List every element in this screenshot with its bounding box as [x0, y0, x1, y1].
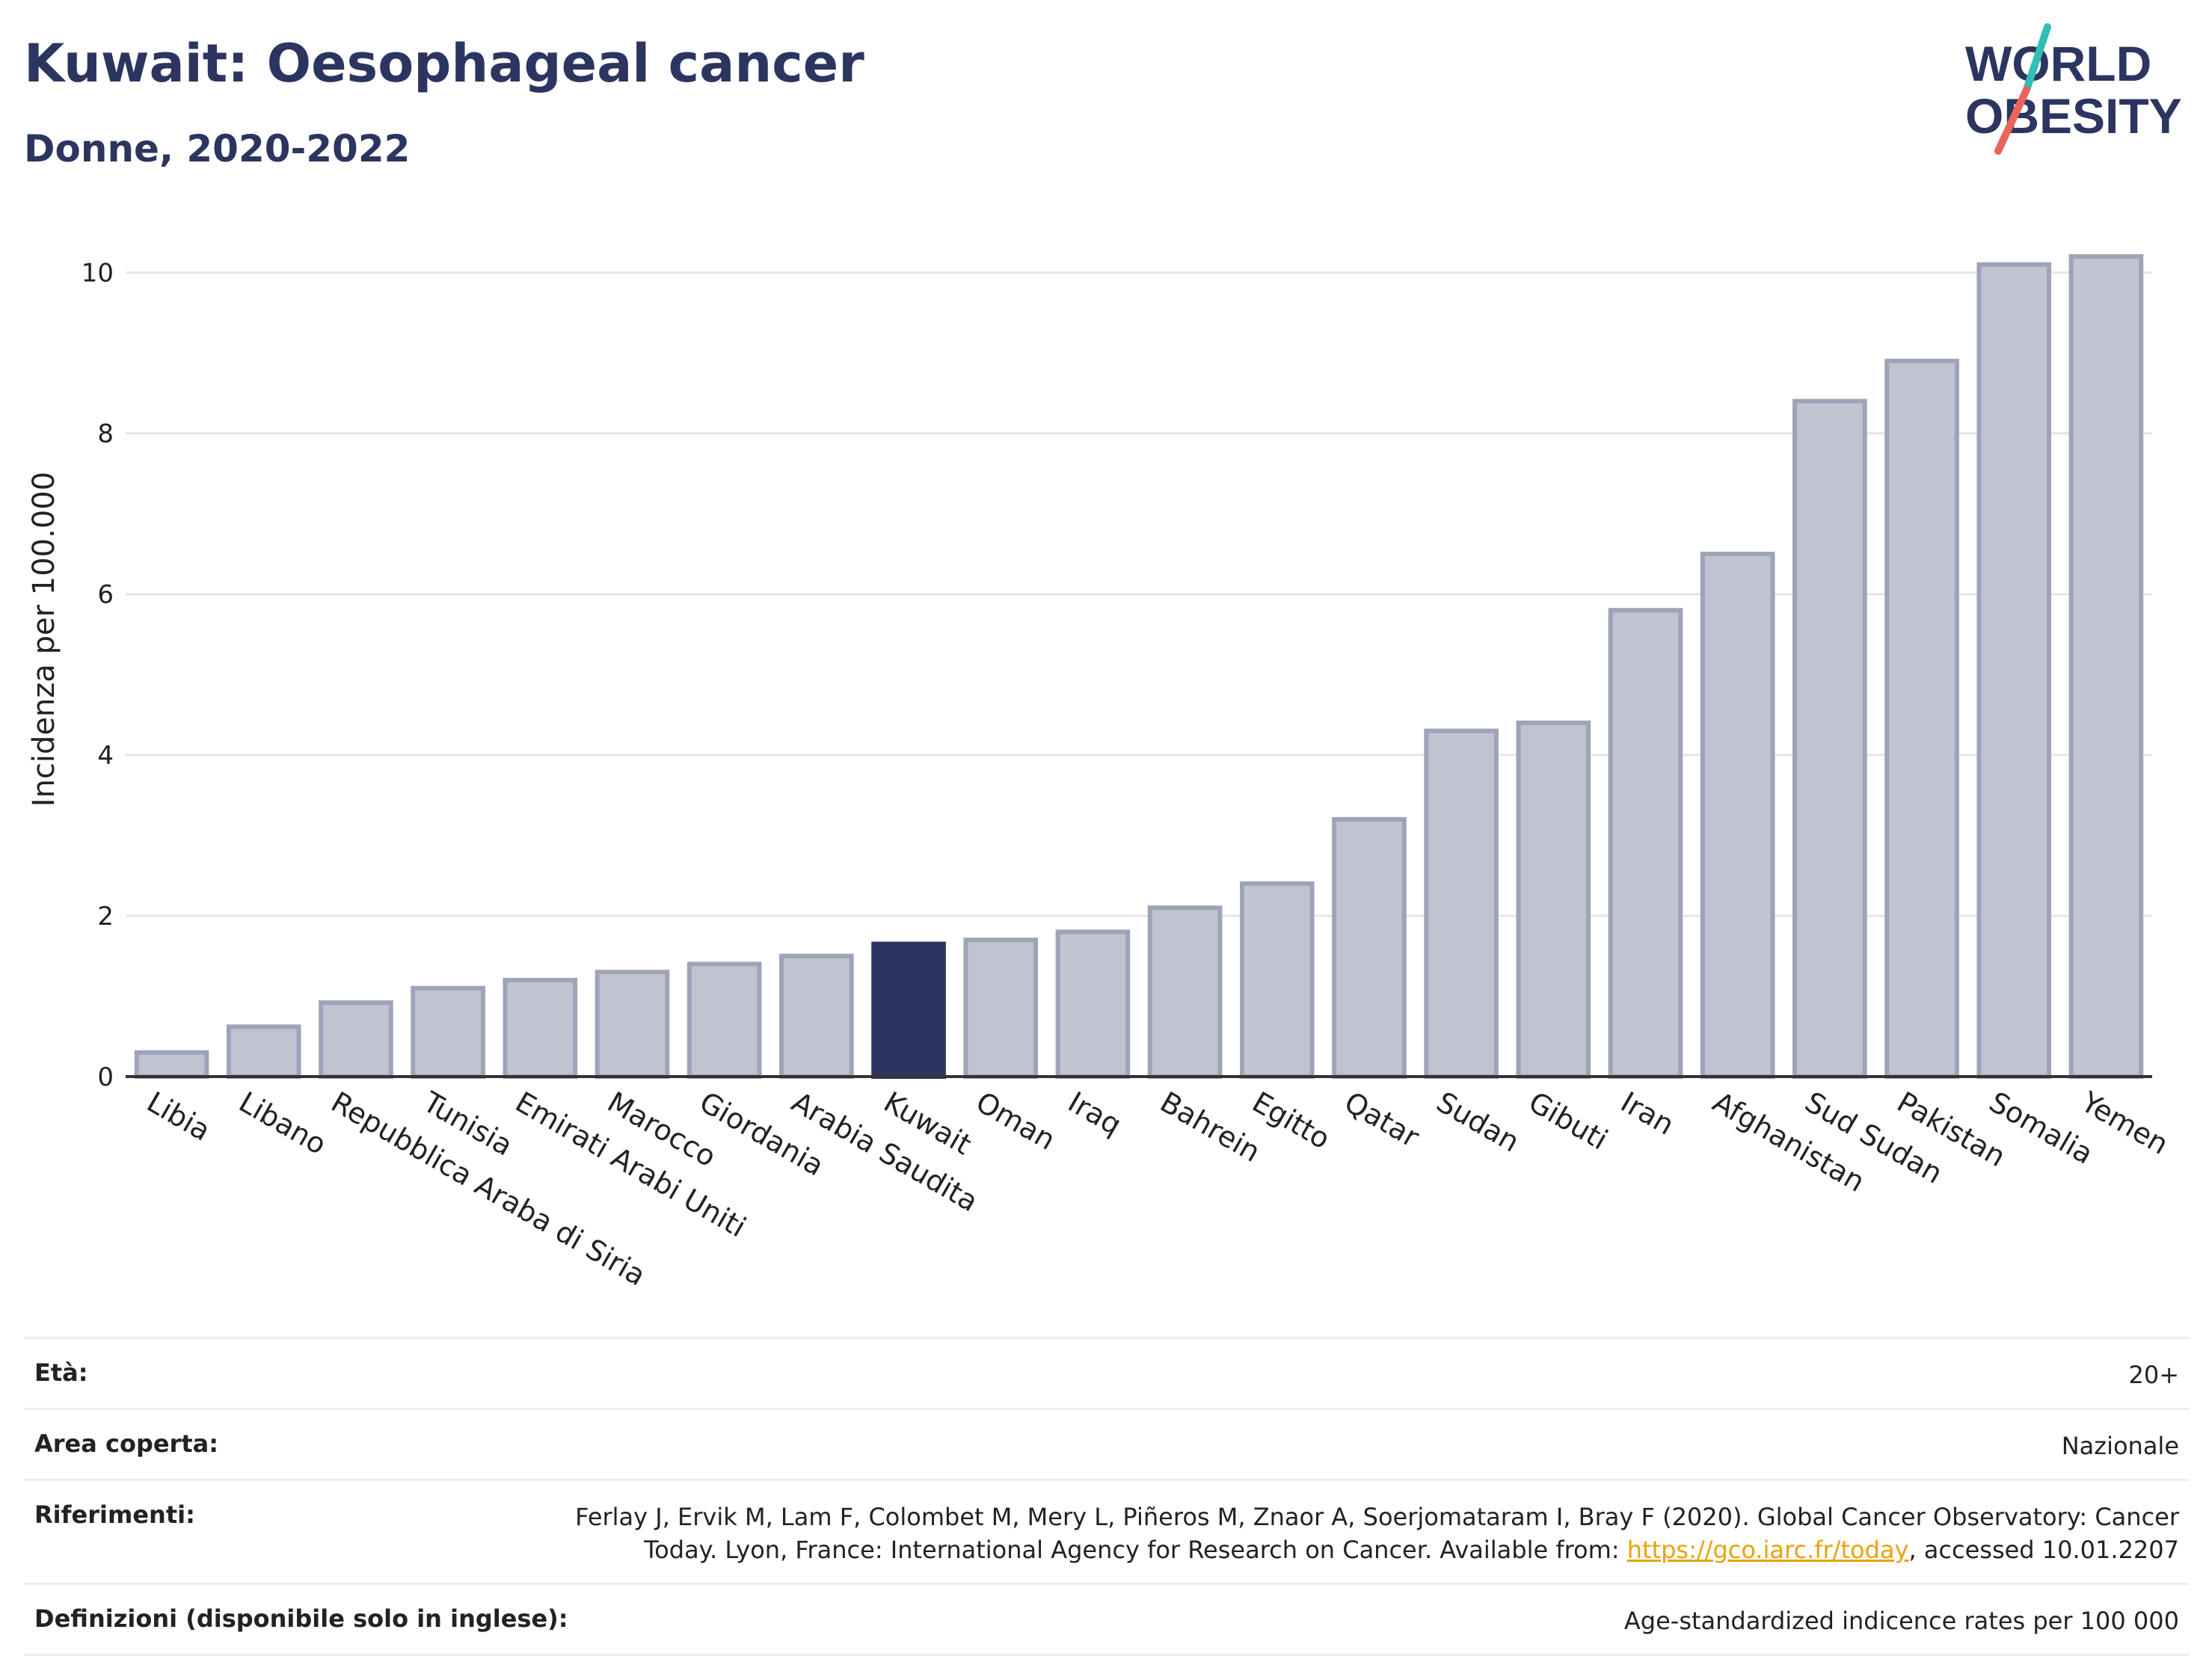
bar — [1147, 905, 1223, 1080]
x-tick-label: Iraq — [1063, 1086, 1127, 1142]
x-tick-label: Bahrein — [1155, 1086, 1266, 1169]
y-tick-label: 10 — [82, 259, 114, 289]
bar — [1976, 262, 2052, 1080]
bar — [134, 1050, 209, 1079]
reference-link[interactable]: https://gco.iarc.fr/today — [1626, 1536, 1909, 1564]
chart-subtitle: Donne, 2020-2022 — [24, 127, 411, 170]
y-tick-label: 0 — [97, 1062, 114, 1092]
y-tick-label: 4 — [97, 741, 114, 771]
logo-slash-bottom — [1994, 86, 2030, 155]
logo-text-world: WORLD — [1965, 36, 2151, 91]
bar — [1884, 358, 1959, 1079]
y-tick-label: 8 — [97, 419, 114, 449]
chart-title: Kuwait: Oesophageal cancer — [24, 33, 864, 94]
bar-highlighted — [871, 941, 946, 1079]
metadata-label: Definizioni (disponibile solo in inglese… — [34, 1604, 568, 1633]
metadata-value: Nazionale — [2061, 1432, 2179, 1460]
metadata-value: Ferlay J, Ervik M, Lam F, Colombet M, Me… — [575, 1503, 2179, 1564]
bar — [1792, 398, 1867, 1079]
bars — [134, 254, 2144, 1080]
bar — [503, 977, 578, 1079]
bar — [779, 953, 854, 1079]
x-tick-label: Qatar — [1339, 1086, 1425, 1154]
x-tick-label: Libano — [233, 1086, 332, 1161]
y-tick-label: 2 — [97, 902, 114, 932]
metadata-value: 20+ — [2128, 1361, 2179, 1389]
y-tick-label: 6 — [97, 580, 114, 610]
bar — [595, 970, 670, 1080]
metadata-value: Age-standardized indicence rates per 100… — [1623, 1607, 2179, 1635]
bar — [1516, 720, 1591, 1080]
bar — [319, 1000, 393, 1080]
bar — [686, 961, 762, 1079]
bar — [1055, 929, 1131, 1079]
x-tick-label: Oman — [971, 1086, 1061, 1157]
logo-text-obesity: OBESITY — [1965, 88, 2182, 144]
metadata-row: Area coperta: Nazionale — [24, 1408, 2190, 1479]
metadata-row: Definizioni (disponibile solo in inglese… — [24, 1583, 2190, 1656]
metadata-table: Età: 20+ Area coperta: Nazionale Riferimenti… — [24, 1337, 2190, 1656]
bar — [2068, 254, 2144, 1079]
logo-slash-top — [2023, 23, 2051, 93]
y-tick-labels: 0 2 4 6 8 10 — [82, 259, 114, 1092]
bar — [1424, 728, 1499, 1079]
bar — [1332, 816, 1407, 1079]
metadata-row: Riferimenti: Ferlay J, Ervik M, Lam F, Co… — [24, 1479, 2190, 1583]
y-axis-label: Incidenza per 100.000 — [27, 472, 61, 807]
x-tick-label: Libia — [141, 1086, 216, 1148]
metadata-label: Area coperta: — [34, 1429, 219, 1458]
bar — [411, 985, 485, 1080]
metadata-label: Età: — [34, 1358, 88, 1387]
bar — [963, 938, 1039, 1079]
metadata-row: Età: 20+ — [24, 1337, 2190, 1408]
bar — [1239, 881, 1315, 1080]
metadata-label: Riferimenti: — [34, 1500, 195, 1529]
x-tick-label: Sudan — [1431, 1086, 1526, 1159]
bar — [226, 1024, 301, 1080]
bar — [1700, 551, 1775, 1079]
bar — [1608, 608, 1683, 1079]
x-tick-label: Gibuti — [1523, 1086, 1613, 1157]
world-obesity-logo: WORLD OBESITY — [1965, 23, 2182, 155]
x-tick-label: Iran — [1615, 1086, 1680, 1142]
